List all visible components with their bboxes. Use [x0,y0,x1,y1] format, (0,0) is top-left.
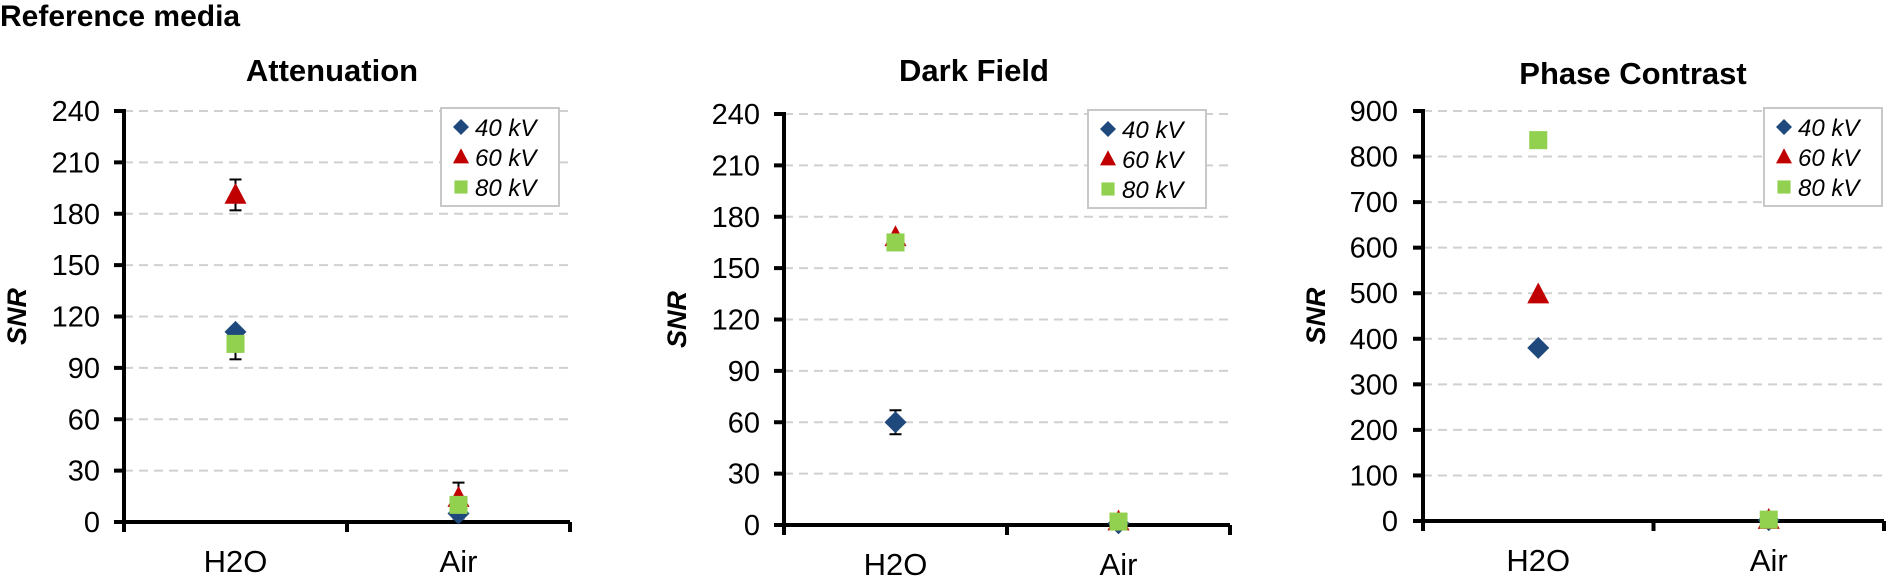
y-tick-label: 900 [1350,96,1398,128]
y-tick-label: 240 [52,96,100,128]
legend: 40 kV 60 kV 80 kV [1087,109,1207,209]
chart-title: Attenuation [246,53,418,88]
legend-marker-diamond [1776,119,1792,135]
legend: 40 kV 60 kV 80 kV [1763,107,1883,207]
data-point-diamond [1527,336,1550,359]
data-point-square [886,233,905,252]
legend-label: 80 kV [1798,175,1861,202]
legend-marker-diamond [453,119,469,135]
chart-panel-2: Dark Field 0 30 60 90 120 150 180 210 240 H2O Air SN… [662,53,1232,581]
y-tick-label: 100 [1350,460,1398,492]
data-point-square [449,495,468,514]
y-tick-label: 0 [744,510,760,542]
y-tick-label: 120 [712,305,760,337]
legend-label: 80 kV [1122,177,1185,204]
y-tick-label: 0 [1382,506,1398,538]
x-tick-label: Air [440,544,478,579]
y-tick-label: 300 [1350,369,1398,401]
legend-label: 60 kV [1122,147,1185,174]
legend-label: 60 kV [475,145,538,172]
y-tick-label: 30 [728,459,760,491]
legend-marker-square [454,180,468,194]
y-tick-label: 60 [728,407,760,439]
legend-marker-triangle [1776,148,1792,164]
data-point-square [1759,510,1778,529]
y-tick-label: 180 [712,202,760,234]
y-tick-label: 0 [84,507,100,539]
y-tick-label: 90 [68,353,100,385]
y-tick-label: 30 [68,456,100,488]
y-tick-label: 210 [712,150,760,182]
y-tick-label: 90 [728,356,760,388]
y-tick-label: 180 [52,199,100,231]
legend-marker-square [1101,182,1115,196]
legend-label: 40 kV [1798,115,1861,142]
chart-title: Dark Field [899,53,1049,88]
y-axis-label: SNR [2,288,32,346]
legend-marker-triangle [453,148,469,164]
legend-label: 40 kV [1122,117,1185,144]
data-point-triangle [224,182,247,204]
y-tick-label: 500 [1350,278,1398,310]
chart-title: Phase Contrast [1519,56,1746,91]
y-axis-label: SNR [662,291,692,349]
x-tick-label: H2O [864,547,928,581]
x-tick-label: H2O [204,544,268,579]
data-point-triangle [1527,282,1550,304]
y-tick-label: 700 [1350,187,1398,219]
x-tick-label: Air [1100,547,1138,581]
x-tick-label: H2O [1506,543,1570,578]
x-tick-label: Air [1750,543,1788,578]
legend-label: 80 kV [475,175,538,202]
y-tick-label: 800 [1350,142,1398,174]
y-tick-label: 400 [1350,324,1398,356]
y-tick-label: 60 [68,404,100,436]
y-tick-label: 210 [52,147,100,179]
y-tick-label: 120 [52,302,100,334]
data-point-diamond [884,411,907,434]
legend-label: 40 kV [475,115,538,142]
y-tick-label: 240 [712,99,760,131]
y-axis-label: SNR [1301,287,1331,345]
y-tick-label: 600 [1350,233,1398,265]
data-point-square [226,334,245,353]
legend-label: 60 kV [1798,145,1861,172]
y-tick-label: 150 [52,250,100,282]
chart-panel-1: Attenuation 0 30 60 90 120 150 180 210 240 H2O Air S… [2,53,572,579]
chart-panel-3: Phase Contrast 0 100 200 300 400 500 600 700 800 9… [1301,56,1886,578]
y-tick-label: 200 [1350,415,1398,447]
legend-marker-diamond [1100,121,1116,137]
legend: 40 kV 60 kV 80 kV [440,107,560,207]
data-point-square [1529,131,1548,150]
legend-marker-triangle [1100,150,1116,166]
figure-title: Reference media [0,0,241,33]
y-tick-label: 150 [712,253,760,285]
legend-marker-square [1777,180,1791,194]
data-point-square [1109,512,1128,531]
